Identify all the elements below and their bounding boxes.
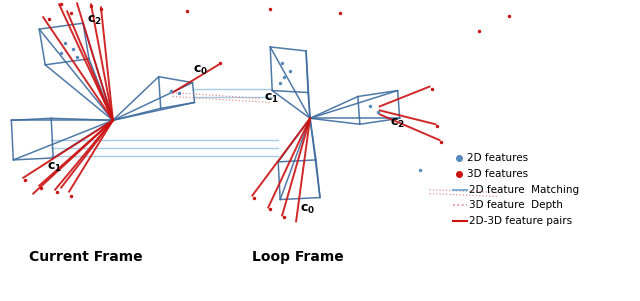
Text: $\mathbf{c_2}$: $\mathbf{c_2}$ — [87, 14, 102, 27]
Text: Loop Frame: Loop Frame — [252, 250, 344, 264]
Text: 2D feature  Matching: 2D feature Matching — [469, 185, 579, 195]
Text: $\mathbf{c_0}$: $\mathbf{c_0}$ — [300, 203, 316, 216]
Text: 3D feature  Depth: 3D feature Depth — [469, 200, 563, 210]
Text: 2D features: 2D features — [467, 153, 529, 163]
Text: 3D features: 3D features — [467, 169, 529, 179]
Text: $\mathbf{c_2}$: $\mathbf{c_2}$ — [390, 117, 404, 130]
Text: $\mathbf{c_1}$: $\mathbf{c_1}$ — [264, 92, 279, 104]
Text: Current Frame: Current Frame — [29, 250, 143, 264]
Text: $\mathbf{c_1}$: $\mathbf{c_1}$ — [47, 161, 62, 174]
Text: $\mathbf{c_0}$: $\mathbf{c_0}$ — [193, 64, 208, 77]
Text: 2D-3D feature pairs: 2D-3D feature pairs — [469, 216, 572, 226]
